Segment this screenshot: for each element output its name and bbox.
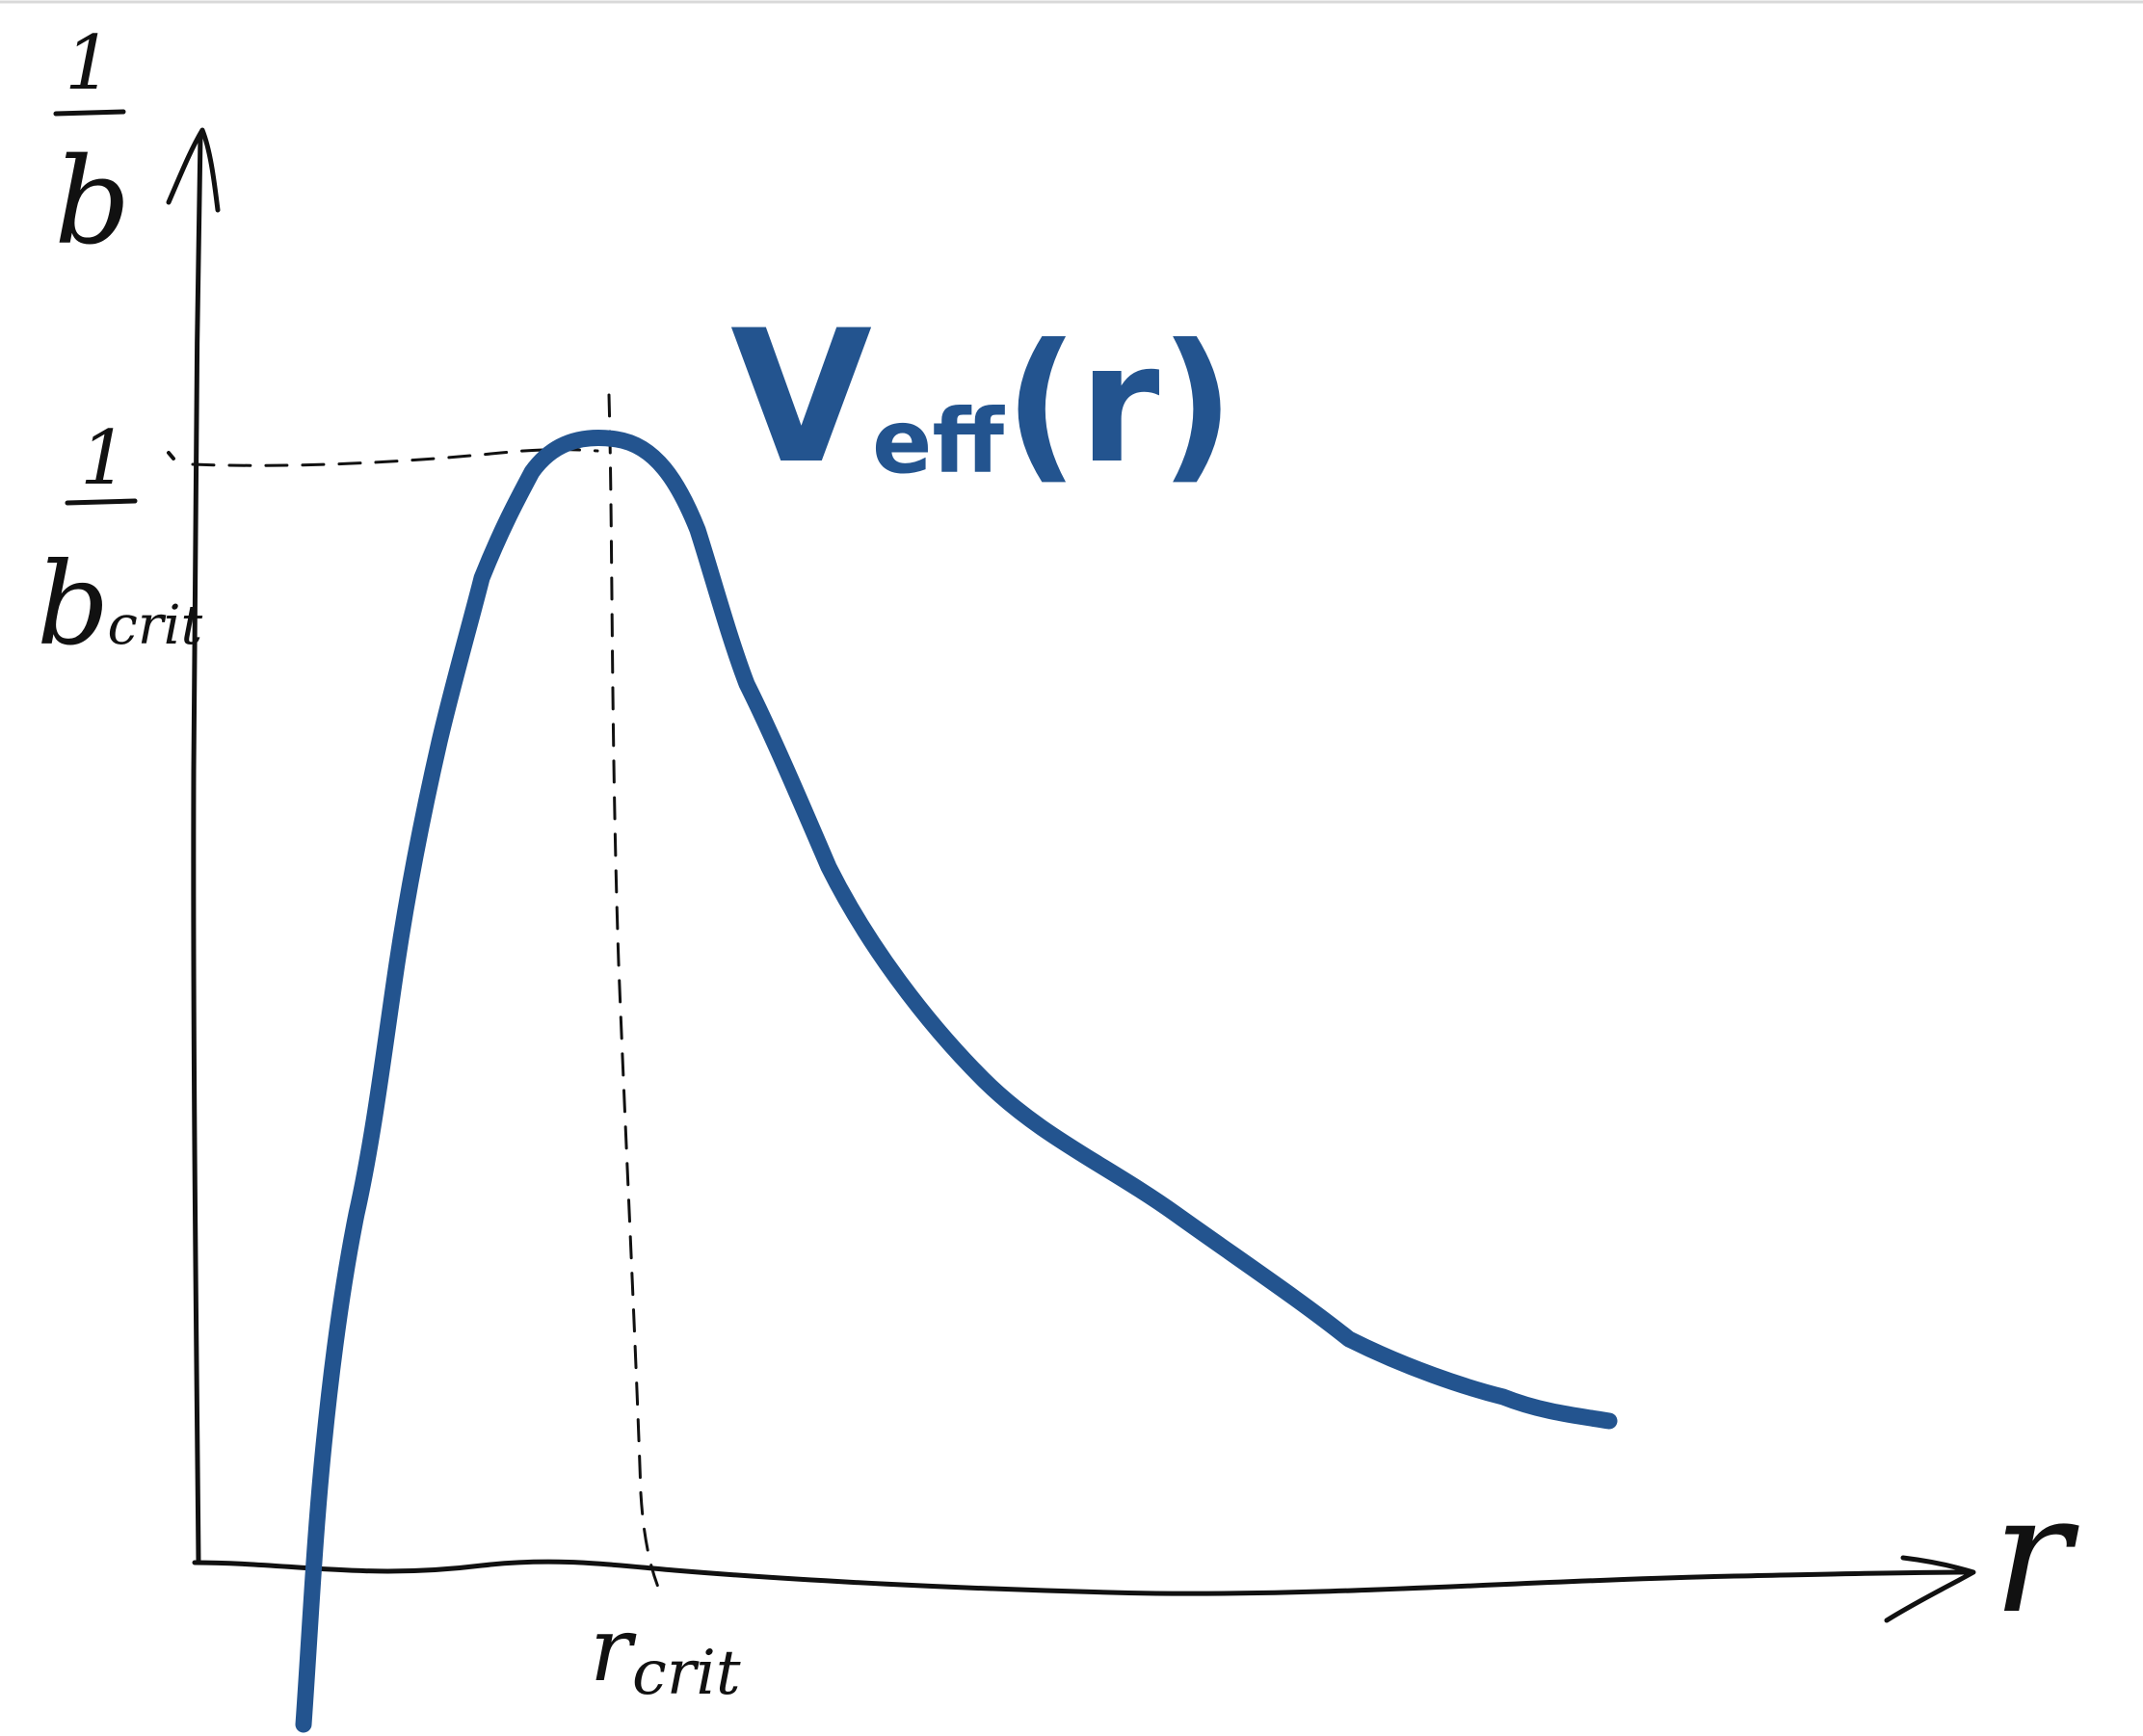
y-axis-label-numerator: 1	[65, 20, 113, 107]
critical-level-label-numerator: 1	[80, 415, 128, 502]
critical-level-label-b: b	[37, 538, 110, 671]
curve-label-v: V	[730, 291, 872, 504]
critical-level-label-subscript: crit	[108, 594, 203, 657]
x-axis-label: r	[1993, 1460, 2079, 1650]
critical-level-label-denominator: bcrit	[37, 538, 203, 671]
y-axis-label-denominator: b	[54, 133, 130, 272]
critical-radius-dashed-line	[607, 393, 661, 1591]
y-axis-dot	[167, 451, 175, 460]
critical-radius-label-r: r	[590, 1598, 637, 1701]
x-axis-arrowhead	[1884, 1555, 1976, 1623]
critical-level-label-fraction-bar	[65, 498, 138, 506]
critical-radius-label-subscript: crit	[632, 1638, 741, 1709]
veff-curve	[295, 430, 1618, 1733]
curve-label: Veff(r)	[730, 291, 1234, 504]
y-axis	[191, 132, 203, 1565]
curve-label-argument: (r)	[1004, 309, 1234, 500]
x-axis	[192, 1559, 1974, 1596]
y-axis-arrowhead	[166, 127, 221, 213]
critical-radius-label: rcrit	[590, 1598, 741, 1709]
y-axis-label-fraction-bar	[53, 109, 126, 117]
curve-label-subscript: eff	[872, 390, 1005, 493]
